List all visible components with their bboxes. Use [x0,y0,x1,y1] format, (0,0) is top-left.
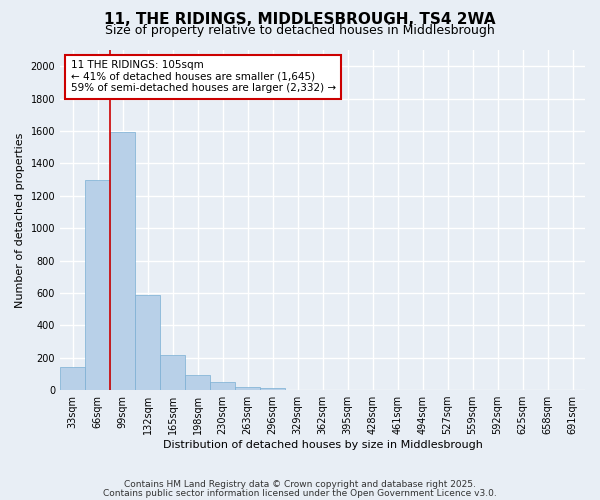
X-axis label: Distribution of detached houses by size in Middlesbrough: Distribution of detached houses by size … [163,440,482,450]
Text: Contains HM Land Registry data © Crown copyright and database right 2025.: Contains HM Land Registry data © Crown c… [124,480,476,489]
Bar [85,180,110,390]
Bar [110,132,135,390]
Text: Size of property relative to detached houses in Middlesbrough: Size of property relative to detached ho… [105,24,495,37]
Bar [160,355,185,390]
Text: 11 THE RIDINGS: 105sqm
← 41% of detached houses are smaller (1,645)
59% of semi-: 11 THE RIDINGS: 105sqm ← 41% of detached… [71,60,335,94]
Bar [185,374,210,390]
Bar [135,296,160,390]
Bar [260,388,285,390]
Bar [235,386,260,390]
Bar [210,382,235,390]
Bar [60,368,85,390]
Text: 11, THE RIDINGS, MIDDLESBROUGH, TS4 2WA: 11, THE RIDINGS, MIDDLESBROUGH, TS4 2WA [104,12,496,28]
Y-axis label: Number of detached properties: Number of detached properties [15,132,25,308]
Text: Contains public sector information licensed under the Open Government Licence v3: Contains public sector information licen… [103,489,497,498]
